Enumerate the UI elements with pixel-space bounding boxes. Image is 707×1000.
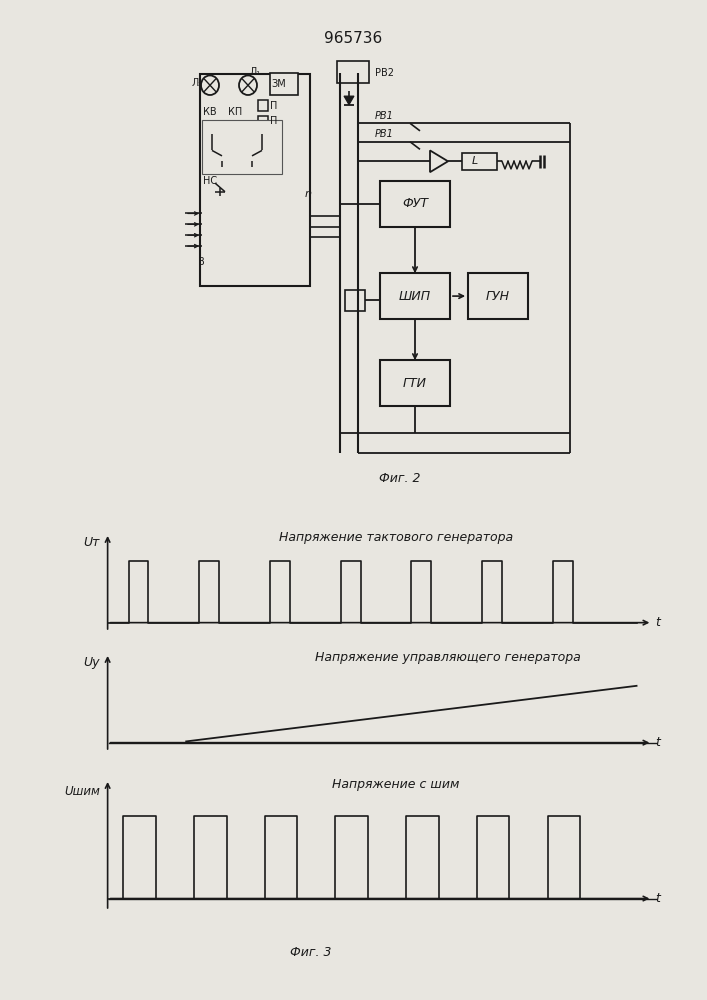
Text: КВ: КВ bbox=[203, 107, 216, 117]
Text: t: t bbox=[655, 892, 660, 905]
Text: L: L bbox=[472, 156, 478, 166]
Bar bbox=[258, 116, 268, 127]
Bar bbox=[258, 100, 268, 111]
Text: ФУТ: ФУТ bbox=[402, 197, 428, 210]
Polygon shape bbox=[344, 96, 354, 105]
Bar bbox=[202, 120, 282, 174]
Text: РВ1: РВ1 bbox=[375, 111, 394, 121]
Text: Фиг. 2: Фиг. 2 bbox=[379, 472, 421, 485]
Bar bbox=[462, 153, 497, 170]
Text: Напряжение управляющего генератора: Напряжение управляющего генератора bbox=[315, 651, 581, 664]
Text: 965736: 965736 bbox=[324, 31, 382, 46]
Bar bbox=[270, 73, 298, 95]
Text: ГТИ: ГТИ bbox=[403, 377, 427, 390]
Bar bbox=[380, 273, 450, 319]
Text: П: П bbox=[270, 101, 277, 111]
Bar bbox=[468, 273, 528, 319]
Text: П: П bbox=[270, 116, 277, 126]
Text: ШИП: ШИП bbox=[399, 290, 431, 303]
Text: Фиг. 3: Фиг. 3 bbox=[291, 946, 332, 958]
Text: РВ1: РВ1 bbox=[375, 129, 394, 139]
Text: Л₁: Л₁ bbox=[250, 67, 261, 77]
Text: КП: КП bbox=[228, 107, 243, 117]
Text: РВ2: РВ2 bbox=[375, 68, 394, 78]
Text: ЗМ: ЗМ bbox=[271, 79, 286, 89]
Text: Напряжение тактового генератора: Напряжение тактового генератора bbox=[279, 531, 513, 544]
Bar bbox=[200, 74, 310, 286]
Text: Л₂: Л₂ bbox=[192, 78, 203, 88]
Text: t: t bbox=[655, 616, 660, 629]
Bar bbox=[380, 181, 450, 227]
Bar bbox=[380, 360, 450, 406]
Text: НС: НС bbox=[203, 176, 217, 186]
Text: Uт: Uт bbox=[83, 536, 100, 549]
Bar bbox=[337, 61, 369, 83]
Text: ГУН: ГУН bbox=[486, 290, 510, 303]
Bar bbox=[345, 290, 365, 311]
Text: Uшим: Uшим bbox=[64, 785, 100, 798]
Text: n: n bbox=[305, 189, 312, 199]
Text: t: t bbox=[655, 736, 660, 749]
Text: Напряжение с шим: Напряжение с шим bbox=[332, 778, 460, 791]
Text: Uу: Uу bbox=[83, 656, 100, 669]
Text: В: В bbox=[198, 257, 205, 267]
